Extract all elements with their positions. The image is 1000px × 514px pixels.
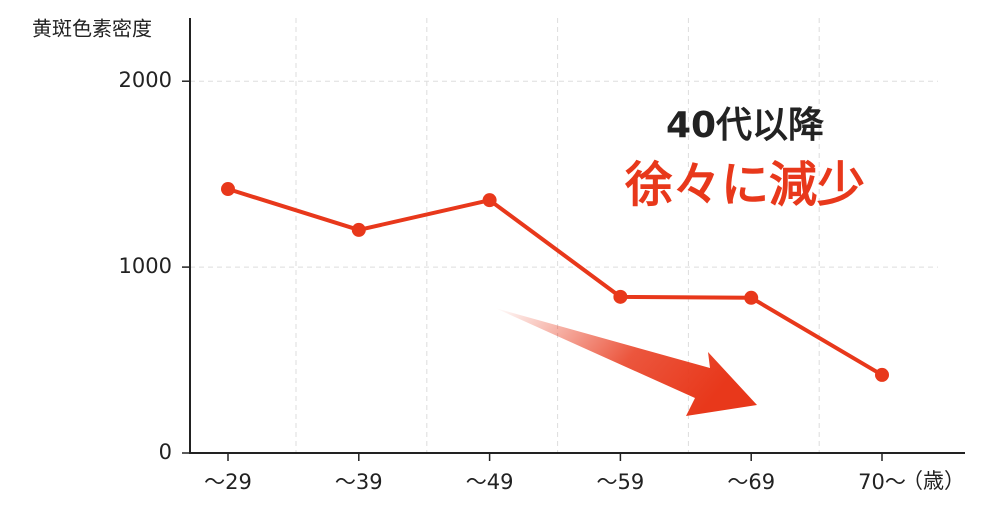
x-tick-label: ～59 bbox=[597, 470, 645, 494]
data-point bbox=[875, 367, 889, 382]
x-tick-label: ～39 bbox=[335, 470, 383, 494]
y-tick-label: 0 bbox=[159, 440, 172, 464]
x-tick-label: 70～ bbox=[858, 470, 906, 494]
data-point bbox=[351, 222, 366, 237]
y-axis-label: 黄斑色素密度 bbox=[32, 17, 152, 41]
annotation: 徐々に減少 bbox=[624, 157, 865, 213]
y-tick-label: 1000 bbox=[119, 254, 172, 278]
data-point bbox=[613, 289, 628, 304]
data-point bbox=[744, 290, 759, 305]
data-line bbox=[227, 187, 884, 377]
x-tick-label: ～69 bbox=[727, 470, 775, 494]
x-tick-label: ～29 bbox=[204, 470, 252, 494]
annotation: 40代以降 bbox=[666, 105, 824, 146]
data-point bbox=[482, 193, 497, 208]
data-point bbox=[221, 182, 235, 197]
x-tick-label: ～49 bbox=[466, 470, 514, 494]
x-axis-label: （歳） bbox=[902, 469, 965, 493]
trend-arrow bbox=[495, 308, 757, 416]
y-tick-label: 2000 bbox=[119, 68, 172, 92]
